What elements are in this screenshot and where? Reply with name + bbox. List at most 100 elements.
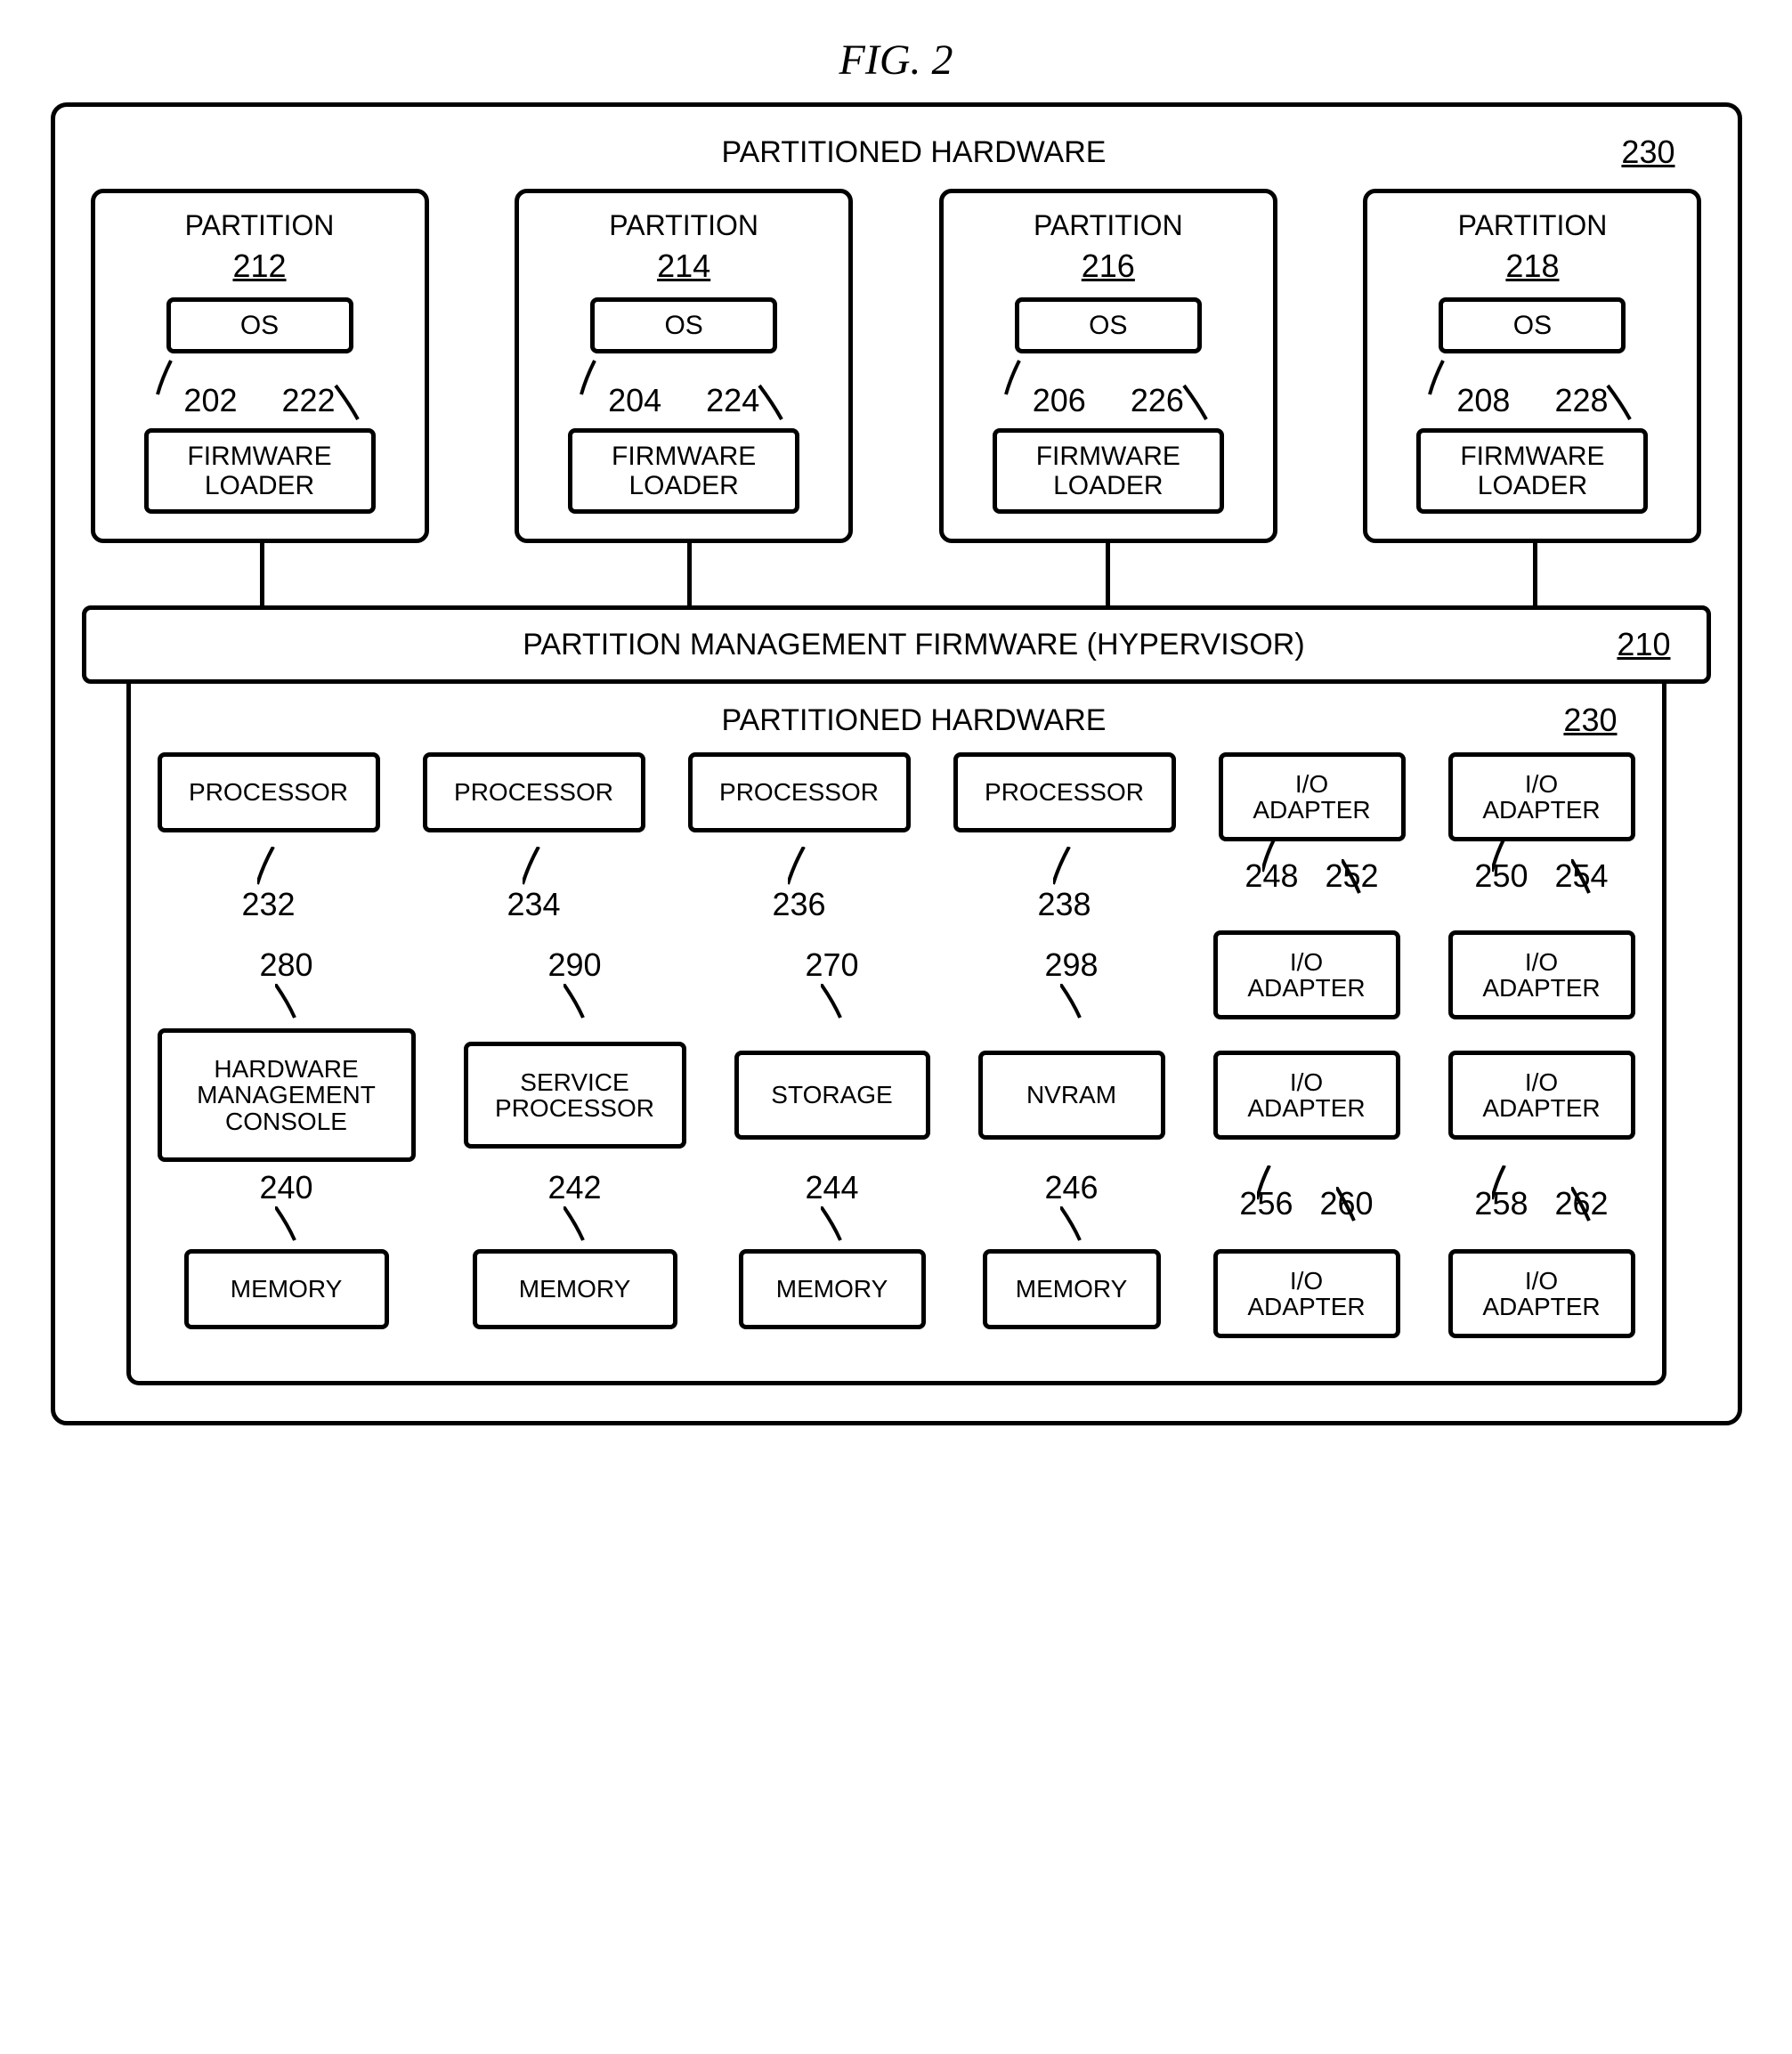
tick-icon <box>1608 386 1634 421</box>
io-adapter-box: I/O ADAPTER <box>1213 1051 1400 1140</box>
hardware-title: PARTITIONED HARDWARE <box>175 703 1564 738</box>
proc-ref: 236 <box>772 886 825 923</box>
processor-box: PROCESSOR <box>423 752 645 832</box>
outer-container: PARTITIONED HARDWARE 230 PARTITION 212 O… <box>51 102 1742 1425</box>
partition-label: PARTITION <box>1458 209 1608 242</box>
tick-icon <box>257 847 280 886</box>
connector-line <box>1106 543 1110 605</box>
partitions-row: PARTITION 212 OS 202 222 FIRMWARE LOADER… <box>82 189 1711 543</box>
hw-row-2b: HARDWARE MANAGEMENT CONSOLE SERVICE PROC… <box>158 1028 1635 1162</box>
tick-icon <box>523 847 546 886</box>
tick-icon <box>158 361 184 396</box>
tick-icon <box>1262 838 1282 873</box>
io-cell-4: I/O ADAPTER <box>1213 1051 1400 1140</box>
proc-cell-3: PROCESSOR 238 <box>953 752 1176 923</box>
os-refs: 204 224 <box>537 366 831 419</box>
hardware-grid: PROCESSOR 232 PROCESSOR 234 PROCESSOR 23… <box>158 752 1635 1338</box>
storage-box: STORAGE <box>734 1051 930 1140</box>
io-ref-pair: 258 262 <box>1474 1169 1608 1222</box>
proc-cell-2: PROCESSOR 236 <box>688 752 911 923</box>
tick-icon <box>1336 1187 1356 1222</box>
hmc-ref: 280 <box>259 946 312 984</box>
mem-cell-0: MEMORY <box>158 1249 416 1338</box>
svc-cell: SERVICE PROCESSOR <box>464 1042 686 1149</box>
mem-ref-cell-0: 240 <box>158 1169 416 1242</box>
os-ref: 204 <box>608 382 661 419</box>
fw-ref: 222 <box>282 382 336 419</box>
proc-cell-0: PROCESSOR 232 <box>158 752 380 923</box>
hardware-ref: 230 <box>1563 702 1617 739</box>
mem-cell-3: MEMORY <box>978 1249 1165 1338</box>
connector-line <box>260 543 264 605</box>
tick-icon <box>1492 1165 1512 1201</box>
tick-icon <box>821 984 844 1019</box>
tick-icon <box>1257 1165 1277 1201</box>
mem-ref-cell-3: 246 <box>978 1169 1165 1242</box>
fw-ref: 226 <box>1131 382 1184 419</box>
tick-icon <box>1006 361 1033 396</box>
proc-ref: 232 <box>241 886 295 923</box>
io-ref-pair: 256 260 <box>1239 1169 1373 1222</box>
svc-label: SERVICE PROCESSOR <box>495 1069 654 1122</box>
tick-icon <box>1571 859 1591 895</box>
hw-row-2a: 280 290 270 298 I/O ADAPTER <box>158 930 1635 1019</box>
tick-icon <box>275 984 298 1019</box>
firmware-box: FIRMWARE LOADER <box>144 428 376 514</box>
io-label: I/O ADAPTER <box>1482 949 1600 1002</box>
hardware-header: PARTITIONED HARDWARE 230 <box>158 702 1635 752</box>
hmc-cell: HARDWARE MANAGEMENT CONSOLE <box>158 1028 416 1162</box>
hw-row-3-refs: 240 242 244 246 25 <box>158 1169 1635 1242</box>
mem-ref-cell-1: 242 <box>464 1169 686 1242</box>
partition-label: PARTITION <box>609 209 758 242</box>
tick-icon <box>1342 859 1361 895</box>
mem-ref: 242 <box>547 1169 601 1206</box>
io-label: I/O ADAPTER <box>1247 1069 1365 1122</box>
mem-cell-2: MEMORY <box>734 1249 930 1338</box>
processor-box: PROCESSOR <box>953 752 1176 832</box>
hmc-label: HARDWARE MANAGEMENT CONSOLE <box>197 1056 376 1134</box>
hypervisor-title: PARTITION MANAGEMENT FIRMWARE (HYPERVISO… <box>122 628 1618 662</box>
io-ref-cell-5: 258 262 <box>1448 1169 1635 1242</box>
tick-icon <box>564 984 587 1019</box>
tick-icon <box>1053 847 1076 886</box>
service-processor-box: SERVICE PROCESSOR <box>464 1042 686 1149</box>
partition-ref: 212 <box>232 248 286 285</box>
partition-0: PARTITION 212 OS 202 222 FIRMWARE LOADER <box>91 189 429 543</box>
hmc-ref-cell: 280 <box>158 946 416 1019</box>
io-adapter-box: I/O ADAPTER <box>1213 930 1400 1019</box>
mem-ref: 244 <box>805 1169 858 1206</box>
partition-3: PARTITION 218 OS 208 228 FIRMWARE LOADER <box>1363 189 1701 543</box>
hw-row-1: PROCESSOR 232 PROCESSOR 234 PROCESSOR 23… <box>158 752 1635 923</box>
proc-ref: 234 <box>507 886 560 923</box>
mem-ref: 240 <box>259 1169 312 1206</box>
outer-header: PARTITIONED HARDWARE 230 <box>82 134 1711 189</box>
tick-icon <box>1492 838 1512 873</box>
outer-title: PARTITIONED HARDWARE <box>118 135 1622 170</box>
connector-line <box>1533 543 1537 605</box>
io-ref-pair: 248 252 <box>1245 841 1378 895</box>
io-cell-6: I/O ADAPTER <box>1213 1249 1400 1338</box>
proc-cell-1: PROCESSOR 234 <box>423 752 645 923</box>
io-adapter-box: I/O ADAPTER <box>1448 1051 1635 1140</box>
mem-cell-1: MEMORY <box>464 1249 686 1338</box>
memory-box: MEMORY <box>473 1249 677 1329</box>
os-ref: 206 <box>1033 382 1086 419</box>
stor-ref-cell: 270 <box>734 946 930 1019</box>
mem-ref: 246 <box>1044 1169 1098 1206</box>
io-label: I/O ADAPTER <box>1253 771 1370 824</box>
svc-ref: 290 <box>547 946 601 984</box>
partition-2: PARTITION 216 OS 206 226 FIRMWARE LOADER <box>939 189 1277 543</box>
io-adapter-box: I/O ADAPTER <box>1213 1249 1400 1338</box>
partition-ref: 214 <box>657 248 710 285</box>
nvr-cell: NVRAM <box>978 1051 1165 1140</box>
os-refs: 206 226 <box>961 366 1255 419</box>
memory-box: MEMORY <box>983 1249 1161 1329</box>
io-adapter-box: I/O ADAPTER <box>1448 930 1635 1019</box>
svc-ref-cell: 290 <box>464 946 686 1019</box>
io-label: I/O ADAPTER <box>1482 1268 1600 1320</box>
processor-box: PROCESSOR <box>158 752 380 832</box>
tick-icon <box>1184 386 1211 421</box>
mem-ref-cell-2: 244 <box>734 1169 930 1242</box>
os-ref: 208 <box>1456 382 1510 419</box>
hmc-box: HARDWARE MANAGEMENT CONSOLE <box>158 1028 416 1162</box>
